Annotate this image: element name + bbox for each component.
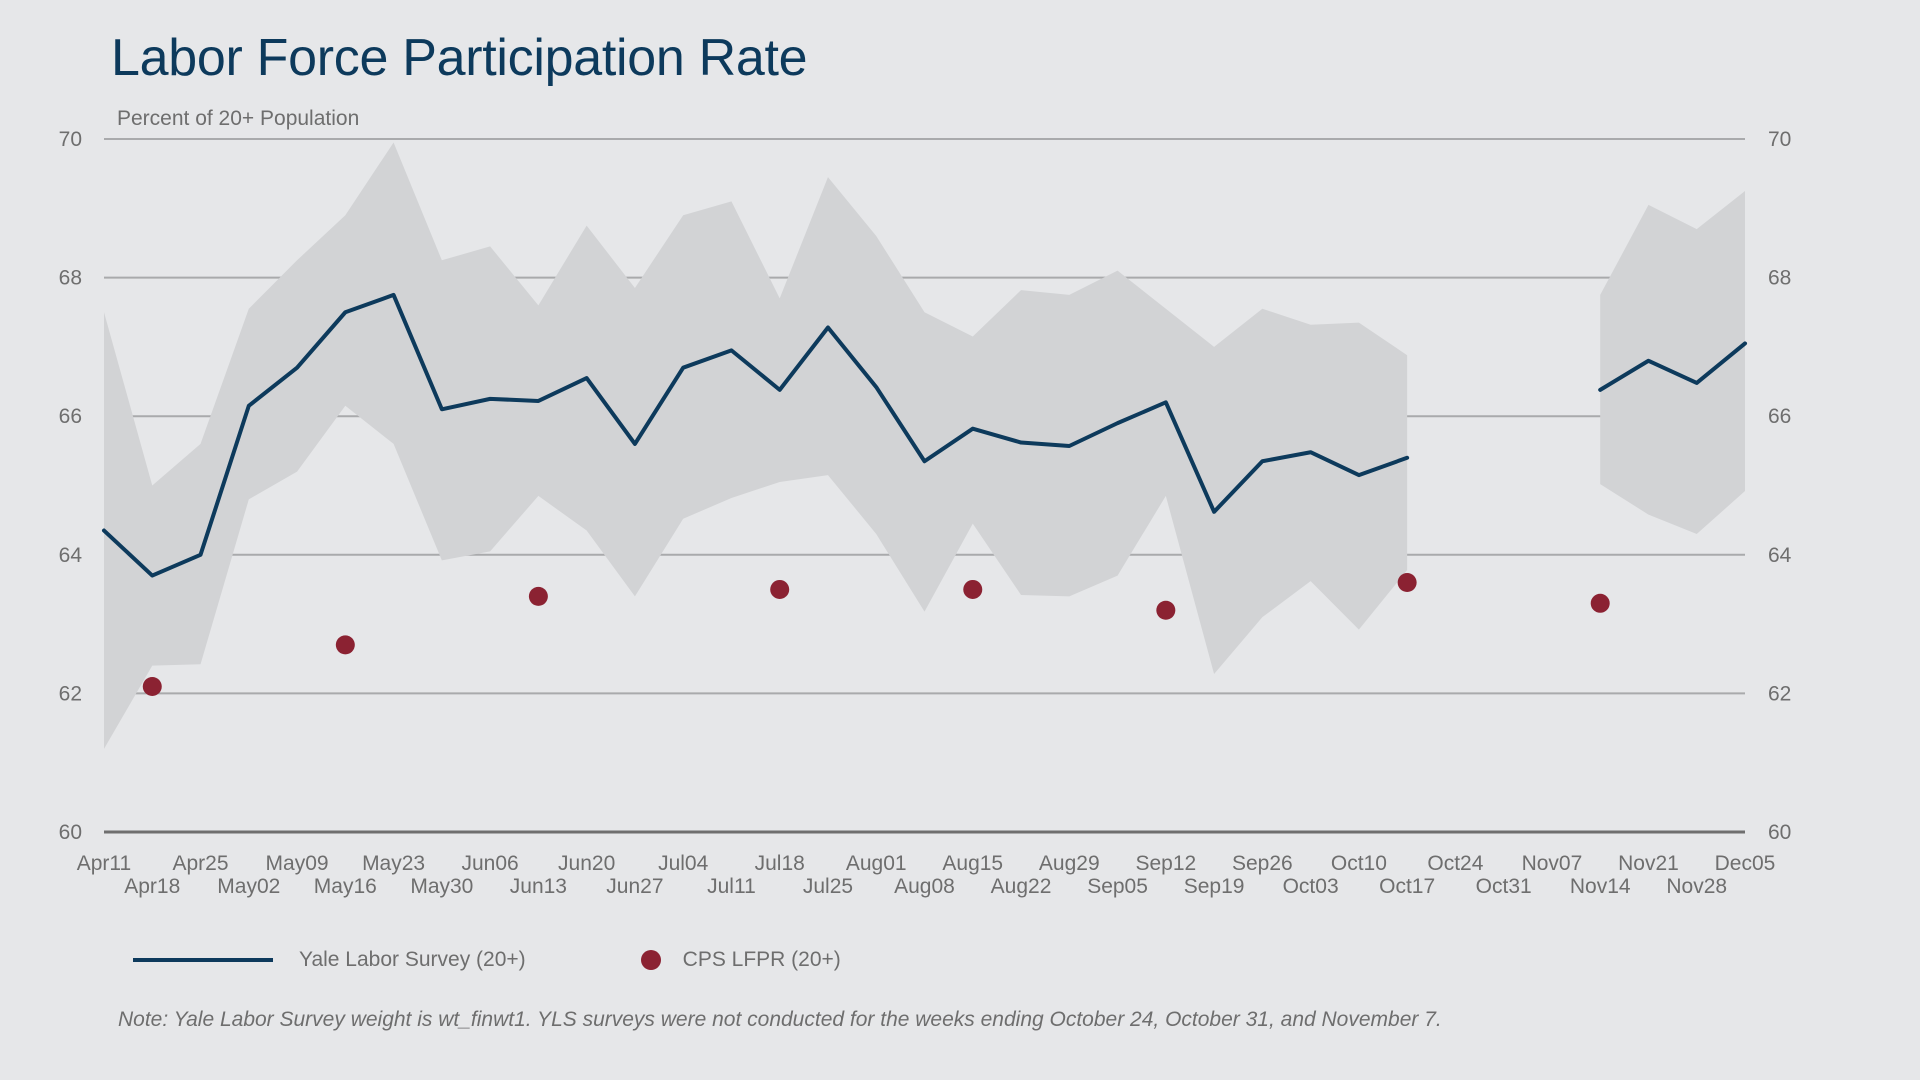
series-line: [102, 292, 1410, 578]
confidence-band: [104, 142, 1745, 749]
legend: Yale Labor Survey (20+) CPS LFPR (20+): [133, 944, 956, 976]
x-tick-label: Aug22: [991, 875, 1052, 898]
x-tick-label: Nov21: [1618, 852, 1679, 875]
y-tick-label-right: 62: [1768, 682, 1791, 705]
x-tick-label: Oct03: [1283, 875, 1339, 898]
cps-point: [528, 586, 548, 606]
y-tick-label-left: 62: [59, 682, 82, 705]
x-tick-label: Sep19: [1184, 875, 1245, 898]
x-tick-label: Apr11: [77, 852, 131, 875]
chart-subtitle: Percent of 20+ Population: [117, 107, 359, 130]
legend-label-cps: CPS LFPR (20+): [682, 948, 841, 971]
x-tick-label: Jul25: [803, 875, 853, 898]
cps-point: [335, 635, 355, 655]
x-tick-label: May09: [266, 852, 329, 875]
cps-point: [770, 579, 790, 599]
legend-item-cps: CPS LFPR (20+): [640, 948, 841, 972]
y-tick-label-right: 64: [1768, 544, 1792, 567]
series-line: [1598, 341, 1747, 392]
x-tick-label: May23: [362, 852, 425, 875]
x-tick-label: Dec05: [1715, 852, 1776, 875]
band-area: [1600, 190, 1745, 535]
y-tick-label-left: 68: [59, 267, 82, 290]
x-tick-label: Oct31: [1476, 875, 1532, 898]
y-tick-label-left: 66: [59, 405, 82, 428]
x-tick-label: Aug15: [942, 852, 1003, 875]
y-tick-label-left: 64: [59, 544, 83, 567]
x-tick-label: Nov28: [1666, 875, 1727, 898]
x-tick-label: Apr25: [173, 852, 229, 875]
cps-point: [1397, 573, 1417, 593]
x-tick-label: Jun20: [558, 852, 615, 875]
x-tick-label: May16: [314, 875, 377, 898]
x-tick-label: May02: [217, 875, 280, 898]
yls-series: [102, 292, 1747, 578]
x-tick-label: Sep05: [1087, 875, 1148, 898]
legend-item-yls: Yale Labor Survey (20+): [133, 948, 526, 972]
chart-title: Labor Force Participation Rate: [111, 29, 808, 87]
x-tick-label: Jul18: [755, 852, 805, 875]
y-tick-label-right: 66: [1768, 405, 1791, 428]
x-tick-label: Jun13: [510, 875, 567, 898]
x-tick-label: Oct24: [1427, 852, 1483, 875]
x-tick-label: Oct10: [1331, 852, 1387, 875]
x-tick-label: Apr18: [124, 875, 180, 898]
x-tick-label: Nov14: [1570, 875, 1631, 898]
x-tick-label: Aug08: [894, 875, 955, 898]
x-tick-label: May30: [410, 875, 473, 898]
x-tick-label: Jun06: [462, 852, 519, 875]
band-area: [104, 142, 1408, 749]
x-tick-label: Oct17: [1379, 875, 1435, 898]
cps-point: [963, 579, 983, 599]
cps-point: [1156, 600, 1176, 620]
x-tick-label: Jun27: [606, 875, 663, 898]
x-tick-label: Sep26: [1232, 852, 1293, 875]
legend-label-yls: Yale Labor Survey (20+): [299, 948, 526, 971]
y-tick-label-left: 70: [59, 128, 82, 151]
y-tick-label-right: 68: [1768, 267, 1791, 290]
legend-line-swatch: [133, 958, 273, 962]
x-tick-label: Jul04: [658, 852, 709, 875]
cps-point: [1590, 593, 1610, 613]
x-axis-ticks: Apr11Apr18Apr25May02May09May16May23May30…: [77, 852, 1776, 898]
y-tick-label-right: 60: [1768, 821, 1791, 844]
x-tick-label: Aug01: [846, 852, 907, 875]
y-tick-label-right: 70: [1768, 128, 1791, 151]
x-tick-label: Aug29: [1039, 852, 1100, 875]
cps-series: [142, 573, 1610, 696]
x-tick-label: Sep12: [1135, 852, 1196, 875]
x-tick-label: Nov07: [1522, 852, 1583, 875]
legend-dot-swatch: [640, 950, 661, 970]
x-tick-label: Jul11: [707, 875, 756, 898]
y-tick-label-left: 60: [59, 821, 82, 844]
cps-point: [142, 676, 162, 696]
y-axis-ticks: 60 60 62 62 64 64 66 66 68 68 70 70: [59, 128, 1792, 844]
chart-note: Note: Yale Labor Survey weight is wt_fin…: [118, 1008, 1442, 1031]
